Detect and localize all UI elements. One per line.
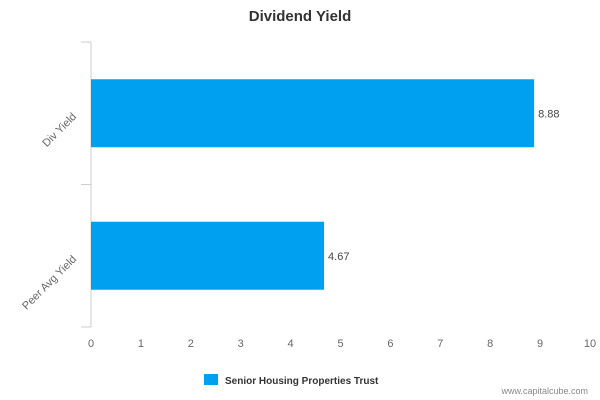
x-tick-label: 6: [387, 338, 393, 350]
plot-area: 8.88 Div Yield 4.67 Peer Avg Yield 0 1 2 3 4 5 6 7 8…: [20, 41, 596, 350]
x-tick-label: 3: [238, 338, 244, 350]
x-tick-label: 2: [188, 338, 194, 350]
x-tick-label: 10: [584, 338, 596, 350]
x-tick-label: 5: [337, 338, 343, 350]
bar-1: [91, 79, 535, 148]
x-tick-label: 7: [437, 338, 443, 350]
legend-swatch: [204, 374, 218, 385]
data-label-1: 8.88: [538, 108, 559, 120]
x-tick-label: 8: [487, 338, 493, 350]
x-tick-label: 1: [138, 338, 144, 350]
x-tick-label: 9: [537, 338, 543, 350]
bar-2: [91, 221, 325, 290]
category-label-1: Div Yield: [40, 111, 79, 150]
chart-title: Dividend Yield: [249, 8, 352, 25]
category-label-2: Peer Avg Yield: [20, 253, 79, 312]
legend-label: Senior Housing Properties Trust: [225, 376, 379, 387]
legend: Senior Housing Properties Trust: [204, 374, 379, 387]
x-tick-label: 0: [88, 338, 94, 350]
x-tick-label: 4: [288, 338, 294, 350]
data-label-2: 4.67: [328, 251, 349, 263]
watermark: www.capitalcube.com: [500, 386, 588, 396]
